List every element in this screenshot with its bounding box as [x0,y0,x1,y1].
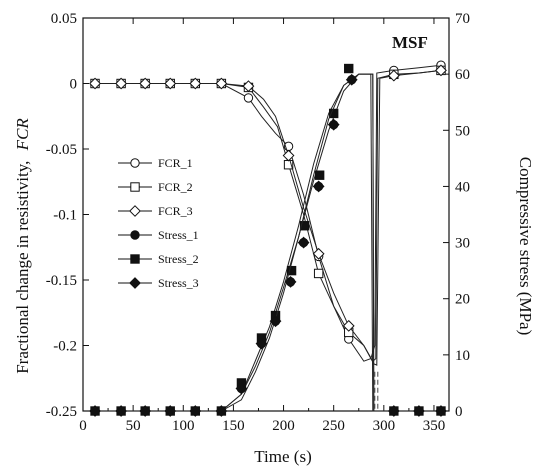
series-line-fcr-3 [95,69,442,366]
msf-annotation: MSF [392,33,428,52]
data-point-fcr-3 [242,80,255,93]
data-point-stress-3 [115,405,128,417]
x-tick-label: 150 [222,418,245,434]
data-point-fcr-3 [215,77,228,90]
series-line-fcr-2 [95,69,442,362]
data-point-fcr-3 [282,149,295,162]
data-point-stress-2 [328,108,339,119]
y-left-tick-label: -0.15 [46,273,77,289]
y-left-tick-label: -0.05 [46,142,77,158]
data-point-fcr-3 [139,77,152,90]
data-point-fcr-2 [313,268,324,279]
y-right-tick-label: 50 [455,123,470,139]
x-tick-label: 50 [126,418,141,434]
x-tick-label: 200 [272,418,295,434]
data-point-stress-3 [435,405,447,417]
series-line-fcr-1 [95,64,442,362]
data-point-fcr-3 [342,319,355,332]
y-axis-right-title: Compressive stress (MPa) [516,157,534,335]
y-left-tick-label: 0.05 [51,11,77,27]
y-axis-left-title-italic: FCR [13,118,32,152]
series-line-stress-3 [95,73,441,412]
data-point-stress-2 [286,265,297,276]
y-right-tick-label: 0 [455,404,463,420]
legend-label: FCR_2 [158,180,193,194]
y-right-tick-label: 60 [455,67,470,83]
legend-marker [130,230,140,240]
data-point-stress-3 [215,405,228,417]
data-point-stress-2 [299,221,310,231]
y-right-tick-label: 30 [455,236,470,252]
y-right-tick-label: 20 [455,292,470,308]
data-point-stress-3 [345,73,358,86]
data-point-stress-3 [255,337,268,350]
legend-marker [129,205,141,217]
data-point-stress-2 [314,170,325,180]
y-axis-left-title: Fractional change in resistivity, FCR [13,118,32,374]
data-point-stress-3 [413,405,425,417]
y-axis-left-title-main: Fractional change in resistivity, [13,161,32,374]
data-point-stress-3 [235,382,248,395]
legend-label: Stress_3 [158,276,199,290]
x-axis-title: Time (s) [254,447,311,466]
legend-marker [130,182,140,192]
data-point-stress-3 [89,405,101,417]
data-point-stress-3 [269,315,282,328]
legend: FCR_1 FCR_2 FCR_3 Stress_1 Stress_2 Stress_3 [118,156,199,290]
y-right-tick-label: 10 [455,348,470,364]
data-point-stress-3 [284,275,297,288]
y-left-tick-label: -0.2 [53,339,77,355]
legend-label: FCR_3 [158,204,193,218]
series-layer [89,60,447,417]
x-tick-label: 0 [79,418,87,434]
data-point-fcr-3 [435,64,447,77]
data-point-stress-3 [164,405,177,417]
legend-label: FCR_1 [158,156,193,170]
data-point-fcr-3 [189,77,202,90]
data-point-stress-2 [344,63,354,74]
data-point-stress-3 [297,236,310,249]
y-left-tick-label: -0.25 [46,404,77,420]
data-point-fcr-3 [312,247,325,260]
y-left-tick-label: -0.1 [53,208,77,224]
axis-ticks: 0 50 100 150 200 250 300 3500.050-0.05-0.1-0.15… [46,11,470,434]
data-point-fcr-3 [115,77,128,90]
data-point-stress-3 [387,405,400,417]
data-point-stress-3 [312,180,325,193]
legend-marker [130,254,140,264]
y-left-tick-label: 0 [70,77,78,93]
data-point-fcr-1 [243,93,254,103]
y-right-tick-label: 70 [455,11,470,27]
x-tick-label: 350 [423,418,446,434]
x-tick-label: 250 [322,418,345,434]
y-right-tick-label: 40 [455,179,470,195]
data-point-fcr-3 [164,77,177,90]
data-point-stress-3 [327,118,340,131]
data-point-stress-3 [139,405,152,417]
legend-marker [129,277,141,289]
legend-marker [130,158,140,168]
data-point-fcr-3 [387,69,400,82]
legend-label: Stress_2 [158,252,199,266]
x-tick-label: 300 [373,418,396,434]
data-point-stress-3 [189,405,202,417]
data-point-fcr-3 [89,77,101,90]
x-tick-label: 100 [172,418,195,434]
legend-label: Stress_1 [158,228,199,242]
